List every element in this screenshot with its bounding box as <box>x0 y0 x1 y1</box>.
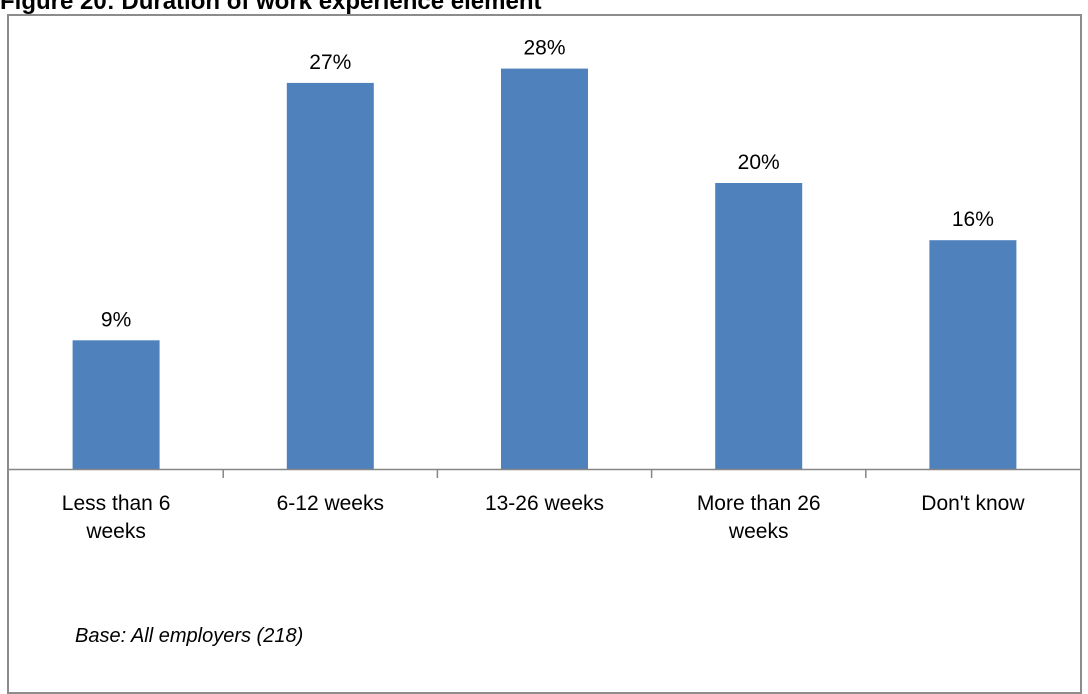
x-tick-label-line: 13-26 weeks <box>485 492 604 515</box>
data-label: 16% <box>952 208 994 231</box>
data-label: 9% <box>101 308 131 331</box>
bar <box>715 183 803 469</box>
x-tick-labels-layer: Less than 6 weeks 6-12 weeks 13-26 weeks Mor… <box>62 492 1026 543</box>
data-label: 20% <box>738 151 780 174</box>
data-labels-layer: 9% 27% 28% 20% 16% <box>101 37 994 332</box>
bar <box>72 340 160 469</box>
data-label: 28% <box>523 37 565 60</box>
base-note: Base: All employers (218) <box>75 625 304 647</box>
figure-title: Figure 20: Duration of work experience e… <box>0 0 542 15</box>
x-tick-label-line: Less than 6 <box>62 492 171 515</box>
x-tick-label-line: weeks <box>85 520 146 543</box>
x-tick-label-line: 6-12 weeks <box>277 492 384 515</box>
x-tick-label: 6-12 weeks <box>277 492 384 515</box>
x-tick-label: Less than 6 weeks <box>62 492 171 543</box>
x-tick-label-line: More than 26 <box>697 492 821 515</box>
x-tick-label-line: Don't know <box>921 492 1025 515</box>
x-axis <box>9 468 1080 478</box>
data-label: 27% <box>309 51 351 74</box>
x-tick-label: Don't know <box>921 492 1025 515</box>
x-tick-label-line: weeks <box>728 520 789 543</box>
x-tick-label: 13-26 weeks <box>485 492 604 515</box>
bar <box>286 82 374 470</box>
bar <box>501 68 588 469</box>
bar <box>929 240 1017 469</box>
bars-layer <box>72 68 1017 470</box>
x-tick-label: More than 26 weeks <box>697 492 821 543</box>
